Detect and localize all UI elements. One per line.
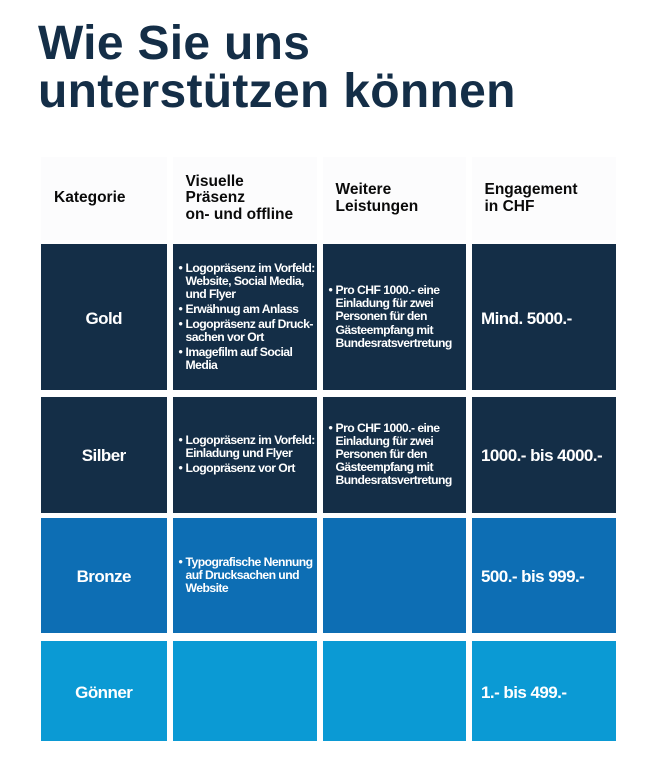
tier-bronze-amount-cell: 500.- bis 999.- <box>471 518 616 633</box>
tier-goenner-benefits-cell <box>322 641 466 741</box>
tier-silber-benefits-cell: Pro CHF 1000.- eine Einladung für zwei P… <box>322 396 466 513</box>
tier-silber-category-cell: Silber <box>41 396 167 513</box>
tier-gold-benefits-cell: Pro CHF 1000.- eine Einladung für zwei P… <box>322 244 466 390</box>
tier-silber-amount-cell: 1000.- bis 4000.- <box>471 396 616 513</box>
tier-gold-amount-cell: Mind. 5000.- <box>471 244 616 390</box>
column-header-kategorie: Kategorie <box>41 157 167 240</box>
column-header-engagement-chf: Engagement in CHF <box>471 157 616 240</box>
tier-bronze-visual-cell: Typografische Nennung auf Drucksachen un… <box>172 518 317 633</box>
tier-goenner-amount-cell: 1.- bis 499.- <box>471 641 616 741</box>
list-item: Logopräsenz im Vorfeld: Einladung und Fl… <box>179 434 317 460</box>
list-item: Typografische Nennung auf Drucksachen un… <box>179 555 317 595</box>
tier-goenner-category-cell: Gönner <box>41 641 167 741</box>
list-item: Logopräsenz im Vorfeld: Website, Social … <box>179 261 317 301</box>
tier-gold-category-cell: Gold <box>41 244 167 390</box>
list-item: Logopräsenz vor Ort <box>179 462 317 476</box>
column-header-weitere-leistungen: Weitere Leistungen <box>322 157 466 240</box>
tier-gold-visual-cell: Logopräsenz im Vorfeld: Website, Social … <box>172 244 317 390</box>
tier-goenner-visual-cell <box>172 641 317 741</box>
tier-silber-visual-cell: Logopräsenz im Vorfeld: Einladung und Fl… <box>172 396 317 513</box>
column-header-visuelle-praesenz: Visuelle Präsenz on- und offline <box>172 157 317 240</box>
list-item: Pro CHF 1000.- eine Einladung für zwei P… <box>329 421 466 487</box>
list-item: Pro CHF 1000.- eine Einladung für zwei P… <box>329 284 466 350</box>
list-item: Imagefilm auf Social Media <box>179 346 317 372</box>
list-item: Erwähnug am Anlass <box>179 302 317 316</box>
tier-bronze-benefits-cell <box>322 518 466 633</box>
sponsorship-tier-table: Kategorie Visuelle Präsenz on- und offli… <box>41 157 616 741</box>
tier-silber-benefits-list: Pro CHF 1000.- eine Einladung für zwei P… <box>323 421 466 487</box>
tier-gold-benefits-list: Pro CHF 1000.- eine Einladung für zwei P… <box>323 284 466 350</box>
tier-bronze-category-cell: Bronze <box>41 518 167 633</box>
list-item: Logopräsenz auf Druck- sachen vor Ort <box>179 317 317 344</box>
tier-silber-visual-list: Logopräsenz im Vorfeld: Einladung und Fl… <box>173 434 317 476</box>
tier-gold-visual-list: Logopräsenz im Vorfeld: Website, Social … <box>173 261 317 373</box>
page-title: Wie Sie uns unterstützen können <box>38 17 516 118</box>
tier-bronze-visual-list: Typografische Nennung auf Drucksachen un… <box>173 555 317 595</box>
